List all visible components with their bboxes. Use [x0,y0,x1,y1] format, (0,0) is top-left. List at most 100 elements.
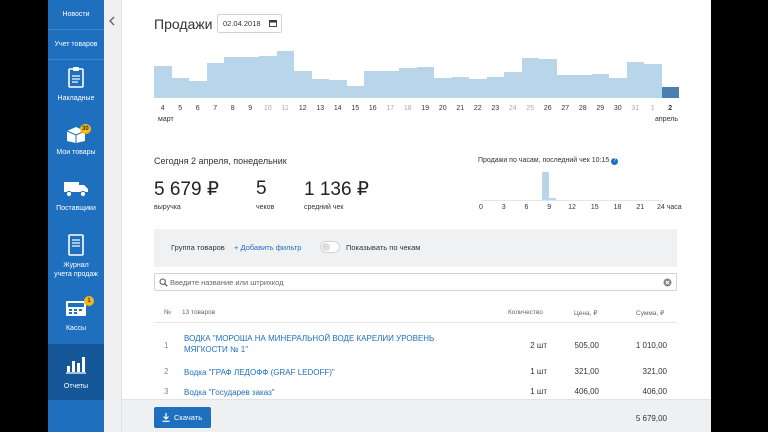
sidebar-item-sales-journal[interactable]: Журнал учета продаж [48,228,104,288]
sidebar-item-suppliers[interactable]: Поставщики [48,172,104,224]
download-button[interactable]: Скачать [154,407,211,428]
day-bar[interactable] [644,64,662,98]
day-bar[interactable] [154,66,172,98]
day-label[interactable]: 28 [578,105,587,112]
day-bar[interactable] [609,78,627,98]
day-bar[interactable] [346,86,364,98]
day-bar[interactable] [381,71,399,98]
day-label[interactable]: 1 [650,105,655,112]
sidebar-item-news[interactable]: Новости [48,0,104,30]
show-by-checks-toggle[interactable] [320,241,340,253]
day-label[interactable]: 18 [403,105,412,112]
day-bar[interactable] [416,67,434,98]
avg-check-label: средний чек [304,204,344,211]
day-bar[interactable] [451,77,469,98]
day-label[interactable]: 24 [508,105,517,112]
hour-bar [549,198,557,200]
collapse-sidebar-button[interactable] [108,16,118,28]
date-picker[interactable]: 02.04.2018 [217,14,282,33]
sidebar: Новости Учет товаров Накладные 30 Мои то… [48,0,104,432]
day-label[interactable]: 12 [298,105,307,112]
clear-search-icon[interactable] [663,278,672,287]
day-bar[interactable] [591,74,609,98]
day-bar[interactable] [539,59,557,98]
search-icon [159,278,168,287]
day-label[interactable]: 22 [473,105,482,112]
day-label[interactable]: 10 [263,105,272,112]
day-bar[interactable] [486,77,504,98]
sidebar-item-label: Учет товаров [54,41,98,48]
add-filter-text: Добавить фильтр [240,243,302,252]
day-label[interactable]: 8 [230,105,235,112]
product-name-link[interactable]: ВОДКА "МОРОША НА МИНЕРАЛЬНОЙ ВОДЕ КАРЕЛИ… [184,334,435,354]
day-label[interactable]: 13 [316,105,325,112]
day-bar[interactable] [329,80,347,98]
hour-tick-label: 12 [568,204,576,211]
day-label[interactable]: 4 [160,105,165,112]
day-label[interactable]: 15 [351,105,360,112]
day-label[interactable]: 29 [596,105,605,112]
sidebar-item-reports[interactable]: Отчеты [48,344,104,400]
day-bar[interactable] [224,57,242,98]
sidebar-item-my-goods[interactable]: 30 Мои товары [48,116,104,168]
day-bar[interactable] [521,58,539,98]
day-label[interactable]: 7 [213,105,218,112]
hourly-baseline [481,200,663,201]
avg-check-value: 1 136 ₽ [304,179,369,200]
day-bar[interactable] [574,75,592,98]
row-num: 2 [164,367,169,376]
day-bar[interactable] [276,51,294,98]
day-bar[interactable] [189,81,207,98]
col-header-num: № [164,309,171,316]
sidebar-item-registers[interactable]: 1 Кассы [48,292,104,342]
sidebar-item-label: Мои товары [56,149,96,156]
day-label[interactable]: 21 [456,105,465,112]
day-label[interactable]: 25 [526,105,535,112]
day-label[interactable]: 27 [561,105,570,112]
day-bar[interactable] [311,79,329,98]
day-label[interactable]: 17 [386,105,395,112]
product-group-label[interactable]: Группа товаров [171,243,225,252]
day-label[interactable]: 14 [333,105,342,112]
day-label[interactable]: 6 [195,105,200,112]
sidebar-collapse-strip [104,0,122,432]
sidebar-item-invoices[interactable]: Накладные [48,60,104,112]
day-bar[interactable] [241,57,259,98]
sidebar-item-inventory[interactable]: Учет товаров [48,30,104,60]
day-bar[interactable] [434,78,452,98]
day-label[interactable]: 11 [281,105,289,112]
help-icon[interactable]: ? [611,158,619,165]
day-bar[interactable] [469,79,487,98]
day-bar[interactable] [206,63,224,98]
day-bar[interactable] [259,56,277,98]
day-bar[interactable] [294,71,312,98]
day-bar[interactable] [399,68,417,98]
product-name-link[interactable]: Водка "ГРАФ ЛЕДОФФ (GRAF LEDOFF)" [184,368,335,377]
day-label[interactable]: 30 [613,105,622,112]
day-label[interactable]: 16 [368,105,377,112]
col-header-qty: Количество [508,309,543,316]
day-label[interactable]: 19 [421,105,430,112]
day-bar[interactable] [626,62,644,98]
checks-label: чеков [256,204,275,211]
day-bar[interactable] [171,78,189,98]
search-input[interactable] [170,274,650,290]
day-label[interactable]: 2 [668,105,673,112]
day-label[interactable]: 9 [248,105,253,112]
day-bar[interactable] [661,87,679,98]
hour-tick-label: 0 [479,204,483,211]
day-label[interactable]: 26 [543,105,552,112]
day-bar[interactable] [504,72,522,98]
day-bar[interactable] [556,75,574,98]
day-label[interactable]: 5 [178,105,183,112]
day-label[interactable]: 31 [631,105,640,112]
day-bar[interactable] [364,71,382,98]
row-price: 406,00 [574,387,599,396]
row-sum: 406,00 [642,387,667,396]
day-label[interactable]: 20 [438,105,447,112]
hour-tick-label: 15 [590,204,599,211]
add-filter-link[interactable]: + Добавить фильтр [234,243,302,252]
register-icon [66,301,86,316]
day-label[interactable]: 23 [491,105,500,112]
product-name-link[interactable]: Водка "Государев заказ" [184,388,275,397]
